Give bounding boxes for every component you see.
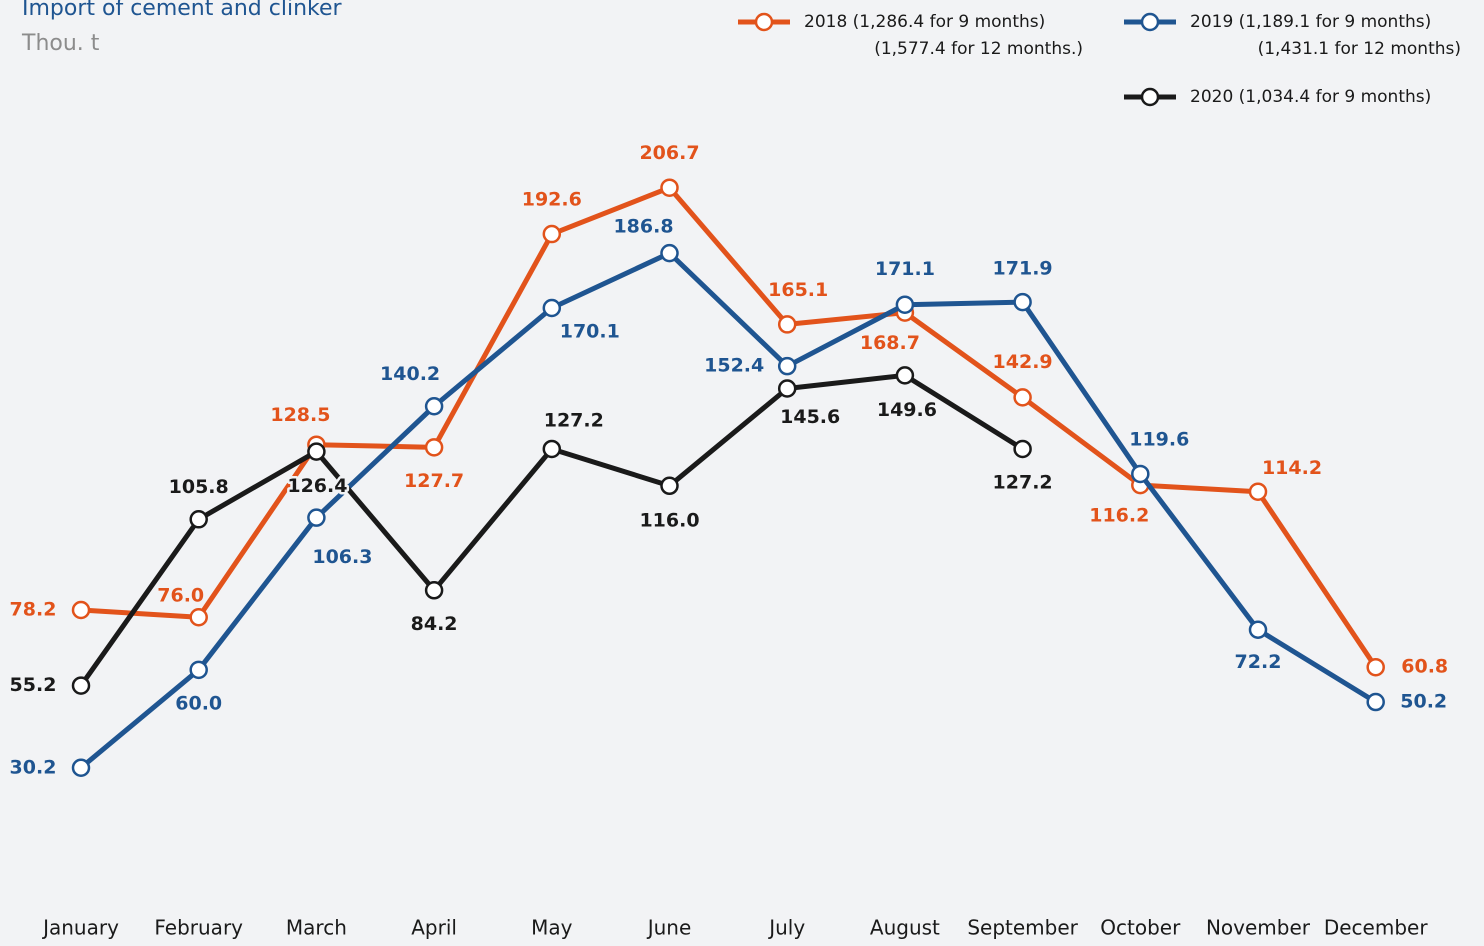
data-point xyxy=(189,660,208,680)
data-point xyxy=(1366,692,1385,712)
data-label: 127.2 xyxy=(993,471,1053,493)
chart-title: Import of cement and clinker xyxy=(22,0,343,21)
series-line xyxy=(80,185,1378,669)
data-label: 119.6 xyxy=(1129,428,1189,450)
x-tick-label: October xyxy=(1100,916,1181,940)
data-point xyxy=(1131,464,1150,484)
data-point xyxy=(1248,620,1268,639)
data-point xyxy=(660,476,679,496)
data-label: 140.2 xyxy=(380,363,440,385)
data-point xyxy=(777,356,797,376)
data-point xyxy=(1248,482,1268,501)
data-label: 50.2 xyxy=(1400,691,1447,713)
data-point xyxy=(895,366,915,385)
data-label: 145.6 xyxy=(780,406,840,428)
x-tick-label: May xyxy=(531,916,573,940)
data-label: 192.6 xyxy=(522,189,582,211)
data-point xyxy=(307,508,326,527)
data-label: 72.2 xyxy=(1235,651,1282,673)
legend-label: 2020 (1,034.4 for 9 months) xyxy=(1190,87,1431,107)
data-label: 127.2 xyxy=(544,409,604,431)
data-label: 152.4 xyxy=(704,355,764,377)
data-label: 127.7 xyxy=(404,470,464,492)
legend-note: (1,577.4 for 12 months.) xyxy=(874,39,1083,59)
data-label: 168.7 xyxy=(860,332,920,354)
legend-marker xyxy=(1140,12,1160,32)
data-label: 116.0 xyxy=(639,509,699,531)
data-point xyxy=(1366,657,1385,677)
legend-label: 2019 (1,189.1 for 9 months) xyxy=(1190,12,1431,32)
data-point xyxy=(71,676,91,695)
x-tick-label: July xyxy=(767,916,805,940)
x-tick-label: June xyxy=(646,916,692,940)
data-point xyxy=(424,581,444,600)
data-point xyxy=(71,758,91,778)
data-label: 116.2 xyxy=(1089,505,1149,527)
x-tick-label: April xyxy=(411,916,457,940)
data-point xyxy=(542,224,562,244)
x-tick-label: September xyxy=(967,916,1078,940)
data-point xyxy=(424,438,444,457)
data-point xyxy=(307,442,326,461)
series-line xyxy=(79,250,1378,770)
legend-marker xyxy=(754,12,774,32)
data-point xyxy=(1013,292,1032,312)
data-label: 60.0 xyxy=(175,692,222,714)
x-tick-label: November xyxy=(1206,916,1311,940)
data-point xyxy=(1013,388,1032,407)
data-label: 78.2 xyxy=(10,599,57,621)
legend-marker xyxy=(1140,87,1160,107)
x-tick-label: February xyxy=(154,916,243,940)
data-label: 60.8 xyxy=(1401,656,1448,678)
data-label: 186.8 xyxy=(613,216,673,238)
data-label: 165.1 xyxy=(768,279,828,301)
x-tick-label: December xyxy=(1324,916,1428,940)
data-label: 30.2 xyxy=(10,756,57,778)
legend-label: 2018 (1,286.4 for 9 months) xyxy=(804,12,1045,32)
data-label: 171.1 xyxy=(875,258,935,280)
data-label: 84.2 xyxy=(411,613,458,635)
data-label: 105.8 xyxy=(169,476,229,498)
data-label: 206.7 xyxy=(639,142,699,164)
data-point xyxy=(777,379,797,398)
chart-subtitle: Thou. t xyxy=(21,31,100,56)
x-tick-label: August xyxy=(870,916,940,940)
data-point xyxy=(1013,439,1032,459)
data-point xyxy=(71,600,91,620)
data-label: 55.2 xyxy=(10,674,57,696)
data-label: 126.4 xyxy=(287,475,347,497)
data-label: 128.5 xyxy=(270,404,330,426)
data-label: 171.9 xyxy=(993,258,1053,280)
data-point xyxy=(895,295,915,314)
legend-note: (1,431.1 for 12 months) xyxy=(1258,39,1461,59)
data-point xyxy=(660,178,679,197)
data-label: 142.9 xyxy=(993,351,1053,373)
data-label: 76.0 xyxy=(157,585,204,607)
data-point xyxy=(542,298,562,318)
x-tick-label: January xyxy=(41,916,119,940)
data-label: 114.2 xyxy=(1262,457,1322,479)
data-label: 149.6 xyxy=(877,399,937,421)
data-label: 106.3 xyxy=(312,546,372,568)
data-label: 170.1 xyxy=(560,320,620,342)
data-point xyxy=(660,243,679,263)
data-point xyxy=(542,439,562,459)
data-point xyxy=(189,607,208,627)
data-point xyxy=(189,510,208,529)
x-tick-label: March xyxy=(286,916,347,940)
data-point xyxy=(424,397,444,416)
data-point xyxy=(777,315,797,334)
